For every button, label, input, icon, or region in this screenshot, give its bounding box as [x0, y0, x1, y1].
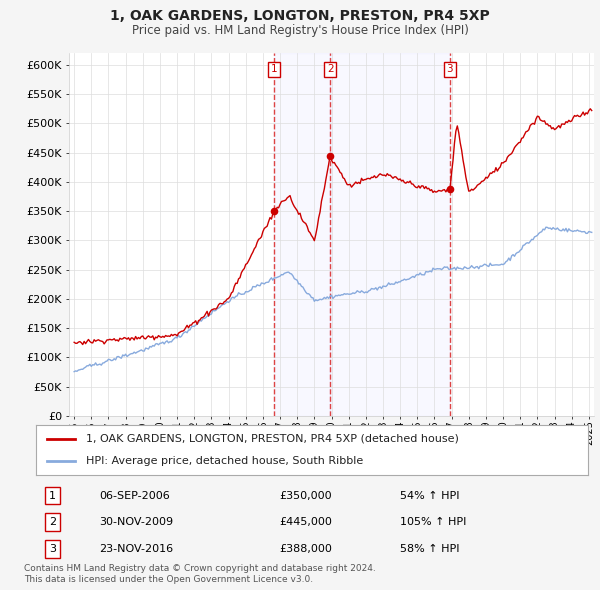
Text: 2: 2 [49, 517, 56, 527]
Text: Price paid vs. HM Land Registry's House Price Index (HPI): Price paid vs. HM Land Registry's House … [131, 24, 469, 37]
Text: 1, OAK GARDENS, LONGTON, PRESTON, PR4 5XP (detached house): 1, OAK GARDENS, LONGTON, PRESTON, PR4 5X… [86, 434, 458, 444]
Text: £388,000: £388,000 [279, 544, 332, 553]
Text: £350,000: £350,000 [279, 491, 332, 500]
Text: 30-NOV-2009: 30-NOV-2009 [100, 517, 173, 527]
Text: 2: 2 [327, 64, 334, 74]
Text: 06-SEP-2006: 06-SEP-2006 [100, 491, 170, 500]
Bar [330, 53, 450, 416]
Text: 1: 1 [271, 64, 278, 74]
Text: £445,000: £445,000 [279, 517, 332, 527]
Text: 1, OAK GARDENS, LONGTON, PRESTON, PR4 5XP: 1, OAK GARDENS, LONGTON, PRESTON, PR4 5X… [110, 9, 490, 23]
Bar [274, 53, 330, 416]
Text: 3: 3 [446, 64, 453, 74]
Text: HPI: Average price, detached house, South Ribble: HPI: Average price, detached house, Sout… [86, 456, 363, 466]
Text: 58% ↑ HPI: 58% ↑ HPI [400, 544, 460, 553]
Text: Contains HM Land Registry data © Crown copyright and database right 2024.: Contains HM Land Registry data © Crown c… [24, 565, 376, 573]
Text: 1: 1 [49, 491, 56, 500]
Text: 23-NOV-2016: 23-NOV-2016 [100, 544, 173, 553]
Text: 3: 3 [49, 544, 56, 553]
Text: 54% ↑ HPI: 54% ↑ HPI [400, 491, 460, 500]
Text: 105% ↑ HPI: 105% ↑ HPI [400, 517, 467, 527]
Text: This data is licensed under the Open Government Licence v3.0.: This data is licensed under the Open Gov… [24, 575, 313, 584]
